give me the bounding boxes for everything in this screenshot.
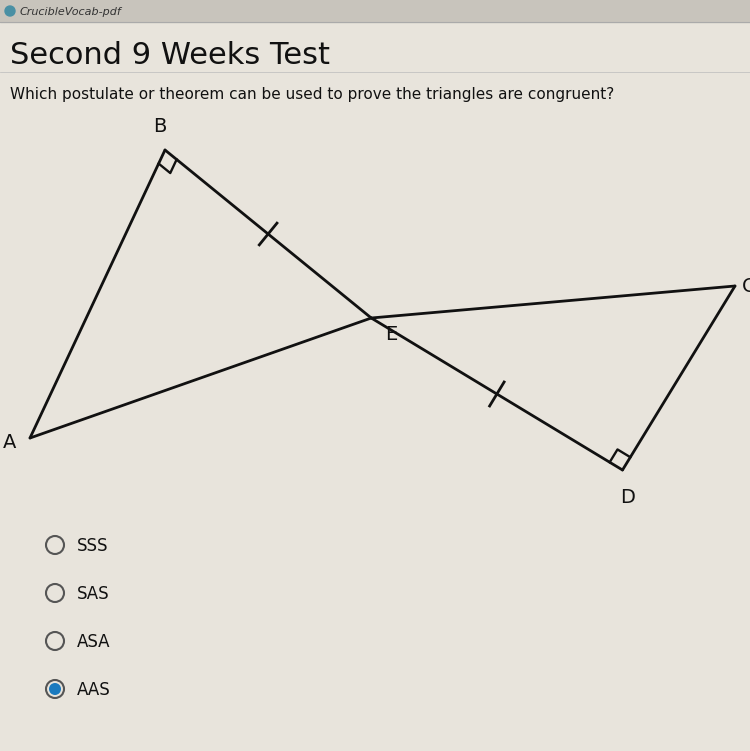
Text: ASA: ASA [77, 633, 110, 651]
Circle shape [49, 683, 61, 695]
Text: E: E [386, 325, 398, 344]
Text: CrucibleVocab-pdf: CrucibleVocab-pdf [20, 7, 122, 17]
Text: AAS: AAS [77, 681, 111, 699]
Bar [0, 0, 750, 22]
Text: B: B [153, 117, 166, 136]
Text: D: D [620, 488, 635, 507]
Text: SAS: SAS [77, 585, 110, 603]
Text: Which postulate or theorem can be used to prove the triangles are congruent?: Which postulate or theorem can be used t… [10, 88, 614, 102]
Text: SSS: SSS [77, 537, 109, 555]
Text: Second 9 Weeks Test: Second 9 Weeks Test [10, 41, 330, 70]
Text: A: A [3, 433, 16, 451]
Text: C: C [742, 276, 750, 295]
Circle shape [5, 6, 15, 16]
